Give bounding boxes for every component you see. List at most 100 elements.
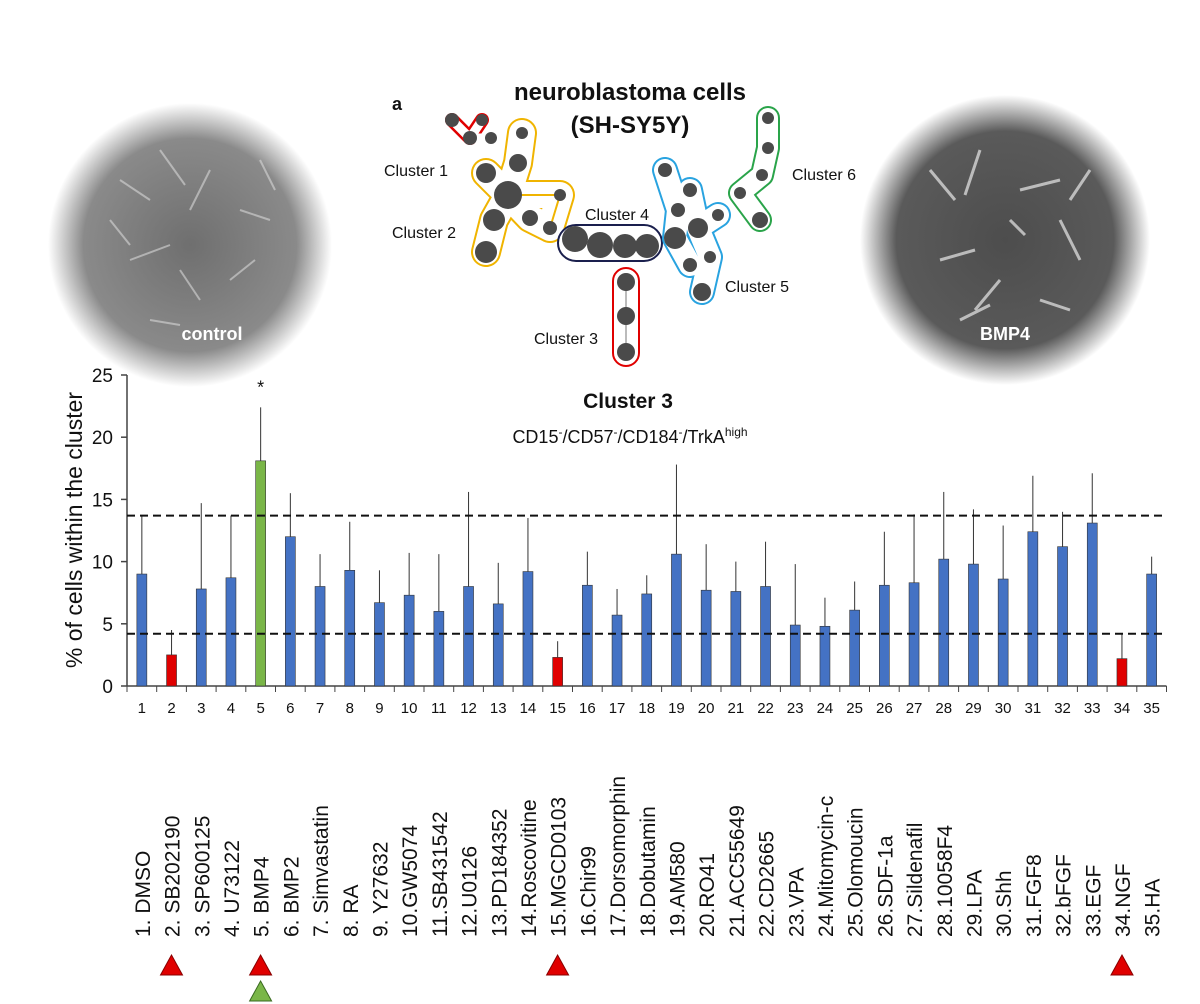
annotation: * [257,377,264,397]
x-tick-label: 9 [375,700,383,717]
cluster-label: Cluster 6 [792,167,856,184]
cluster-label: Cluster 2 [392,225,456,242]
subtitle-part: - [558,425,562,439]
treatment-label: 11.SB431542 [429,811,452,937]
treatment-label: 14.Roscovitine [518,799,541,937]
treatment-label: 29.LPA [963,870,986,937]
subtitle-part: - [679,425,683,439]
bar [1086,522,1098,687]
diagram-title: (SH-SY5Y) [571,112,690,139]
bar [225,577,237,687]
subtitle-part: /CD57 [562,427,613,447]
treatment-label: 32.bFGF [1053,854,1076,937]
subtitle-part: - [614,425,618,439]
treatment-label: 22.CD2665 [756,831,779,937]
x-tick-label: 1 [138,700,146,717]
x-tick-label: 10 [401,700,418,717]
bar [849,609,860,687]
chart-subtitle: CD15-/CD57-/CD184-/TrkAhigh [512,425,747,447]
treatment-label: 3. SP600125 [191,816,214,937]
y-tick-label: 25 [92,366,113,387]
x-tick-label: 25 [846,700,863,717]
x-tick-label: 34 [1114,700,1131,717]
x-tick-label: 7 [316,700,324,717]
bar [492,603,504,687]
bar [374,602,385,687]
micrograph-bmp4: BMP4 [860,95,1150,385]
bar [136,573,148,687]
treatment-label: 7. Simvastatin [310,805,333,937]
treatment-label: 25.Olomoucin [845,807,868,937]
micrograph-control: control [48,103,332,387]
cluster-diagram: a neuroblastoma cells (SH-SY5Y) [384,79,856,367]
x-tick-label: 35 [1143,700,1160,717]
treatment-label: 28.10058F4 [934,825,957,937]
x-tick-label: 23 [787,700,804,717]
treatment-label: 1. DMSO [132,851,155,937]
diagram-title: neuroblastoma cells [514,79,746,106]
treatment-label: 21.ACC55649 [726,805,749,937]
panel-label: a [392,94,403,114]
y-tick-label: 15 [92,490,113,511]
treatment-label: 10.GW5074 [399,825,422,937]
markers [159,953,1134,1002]
x-tick-label: 3 [197,700,205,717]
bar [700,589,712,687]
bar [997,578,1009,687]
x-tick-label: 33 [1084,700,1101,717]
bar [671,553,682,687]
x-tick-label: 32 [1054,700,1071,717]
bar [938,558,950,687]
bar [1057,546,1068,687]
y-tick-label: 10 [92,553,113,574]
x-tick-label: 27 [906,700,923,717]
bar [730,591,742,687]
treatment-label: 33.EGF [1082,865,1105,937]
bar [1027,531,1039,687]
subtitle-part: high [725,425,748,439]
x-tick-label: 17 [609,700,626,717]
treatment-label: 6. BMP2 [280,856,303,937]
bar [463,586,474,687]
subtitle-part: CD15 [512,427,558,447]
treatment-label: 5. BMP4 [251,856,274,937]
treatment-label: 13.PD184352 [488,809,511,937]
bar [760,586,771,687]
treatment-label: 35.HA [1142,879,1165,937]
x-tick-label: 31 [1025,700,1042,717]
bar [582,584,593,687]
bar [1116,658,1128,687]
bar [314,586,326,687]
treatment-label: 30.Shh [993,870,1016,937]
treatment-label: 23.VPA [785,867,808,937]
treatment-label: 8. RA [340,884,363,937]
image-label: control [182,324,243,344]
chart-title: Cluster 3 [583,390,673,413]
cluster-label: Cluster 5 [725,279,789,296]
bar [433,611,445,687]
treatment-label: 17.Dorsomorphin [607,776,630,937]
bar [166,654,177,687]
treatment-label: 15.MGCD0103 [548,797,571,937]
x-tick-label: 14 [520,700,537,717]
x-tick-label: 5 [256,700,264,717]
bar [1146,573,1157,687]
bar [789,624,801,687]
cluster-label: Cluster 3 [534,331,598,348]
x-tick-label: 24 [817,700,834,717]
cluster-label: Cluster 1 [384,163,448,180]
cluster-label: Cluster 4 [585,207,649,224]
bar [255,460,266,687]
x-tick-label: 28 [935,700,952,717]
y-tick-label: 20 [92,428,113,449]
x-tick-label: 13 [490,700,507,717]
treatment-label: 19.AM580 [666,841,689,937]
bar [819,625,831,687]
x-tick-label: 6 [286,700,294,717]
treatment-label: 34.NGF [1112,863,1135,937]
subtitle-part: /TrkA [683,427,725,447]
bar [285,536,296,687]
bar [968,563,979,687]
x-tick-label: 22 [757,700,774,717]
